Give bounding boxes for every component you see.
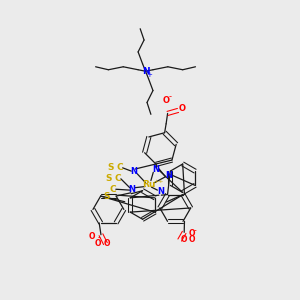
Text: -: - <box>169 92 172 101</box>
Text: S: S <box>107 163 114 172</box>
Text: O: O <box>163 96 170 105</box>
Text: Ru: Ru <box>142 180 155 189</box>
Text: O: O <box>188 235 195 244</box>
Text: S: S <box>106 174 112 183</box>
Text: N: N <box>165 171 172 180</box>
Text: N: N <box>142 67 149 76</box>
Text: N: N <box>157 187 164 196</box>
Text: C: C <box>110 185 116 194</box>
Text: N: N <box>131 167 138 176</box>
Text: O: O <box>89 232 95 241</box>
Text: +: + <box>146 72 152 78</box>
Text: O: O <box>95 239 101 248</box>
Text: O: O <box>188 229 195 238</box>
Text: N: N <box>152 165 159 174</box>
Text: -: - <box>98 233 101 242</box>
Text: N: N <box>128 185 135 194</box>
Text: O: O <box>181 235 188 244</box>
Text: ++: ++ <box>153 179 164 184</box>
Text: S: S <box>104 192 110 201</box>
Text: -: - <box>194 226 197 235</box>
Text: O: O <box>104 239 110 248</box>
Text: C: C <box>116 163 123 172</box>
Text: O: O <box>179 103 186 112</box>
Text: C: C <box>115 174 121 183</box>
